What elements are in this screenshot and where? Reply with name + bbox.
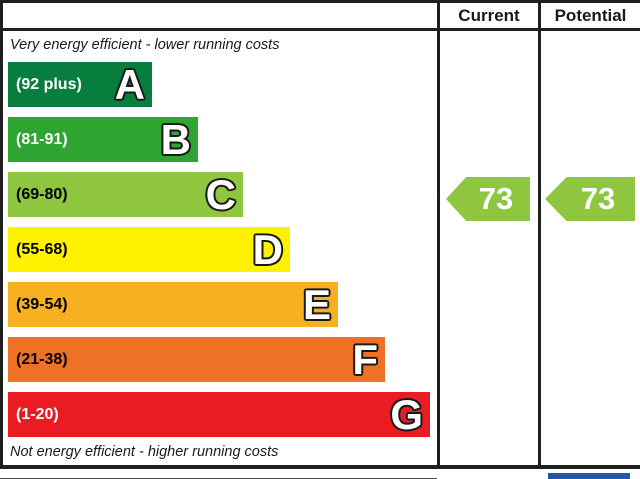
potential-rating-arrow: 73	[545, 177, 635, 221]
band-e-range-label: (39-54)	[16, 296, 68, 313]
current-rating-value: 73	[478, 181, 514, 216]
potential-column-divider	[538, 0, 541, 469]
band-a-letter: A	[114, 61, 145, 108]
header-underline	[0, 28, 640, 31]
band-d-range-label: (55-68)	[16, 241, 68, 258]
current-rating-arrow: 73	[446, 177, 530, 221]
current-column-header: Current	[458, 6, 520, 25]
band-b-range-label: (81-91)	[16, 131, 68, 148]
band-e-bar: (39-54) E	[8, 281, 338, 328]
table-bottom-border	[0, 465, 640, 469]
next-section-blue-element	[548, 473, 630, 479]
band-f-range-label: (21-38)	[16, 351, 68, 368]
band-e-letter: E	[302, 281, 331, 328]
band-b-bar: (81-91) B	[8, 116, 198, 163]
band-f-letter: F	[352, 336, 378, 383]
band-a-range-label: (92 plus)	[16, 76, 82, 93]
band-d-letter: D	[252, 226, 283, 273]
potential-rating-value: 73	[580, 181, 616, 216]
band-f-bar: (21-38) F	[8, 336, 385, 383]
table-top-border	[0, 0, 640, 3]
band-c-bar: (69-80) C	[8, 171, 243, 218]
band-c-letter: C	[205, 171, 236, 218]
band-g-range-label: (1-20)	[16, 406, 59, 423]
top-caption: Very energy efficient - lower running co…	[10, 37, 280, 53]
current-column-divider	[437, 0, 440, 469]
bottom-caption: Not energy efficient - higher running co…	[10, 444, 279, 460]
band-g-bar: (1-20) G	[8, 391, 430, 438]
table-left-border	[0, 0, 3, 469]
band-g-letter: G	[390, 391, 423, 438]
potential-column-header: Potential	[554, 6, 627, 25]
band-c-range-label: (69-80)	[16, 186, 68, 203]
band-b-letter: B	[160, 116, 191, 163]
band-a-bar: (92 plus) A	[8, 61, 152, 108]
band-d-bar: (55-68) D	[8, 226, 290, 273]
